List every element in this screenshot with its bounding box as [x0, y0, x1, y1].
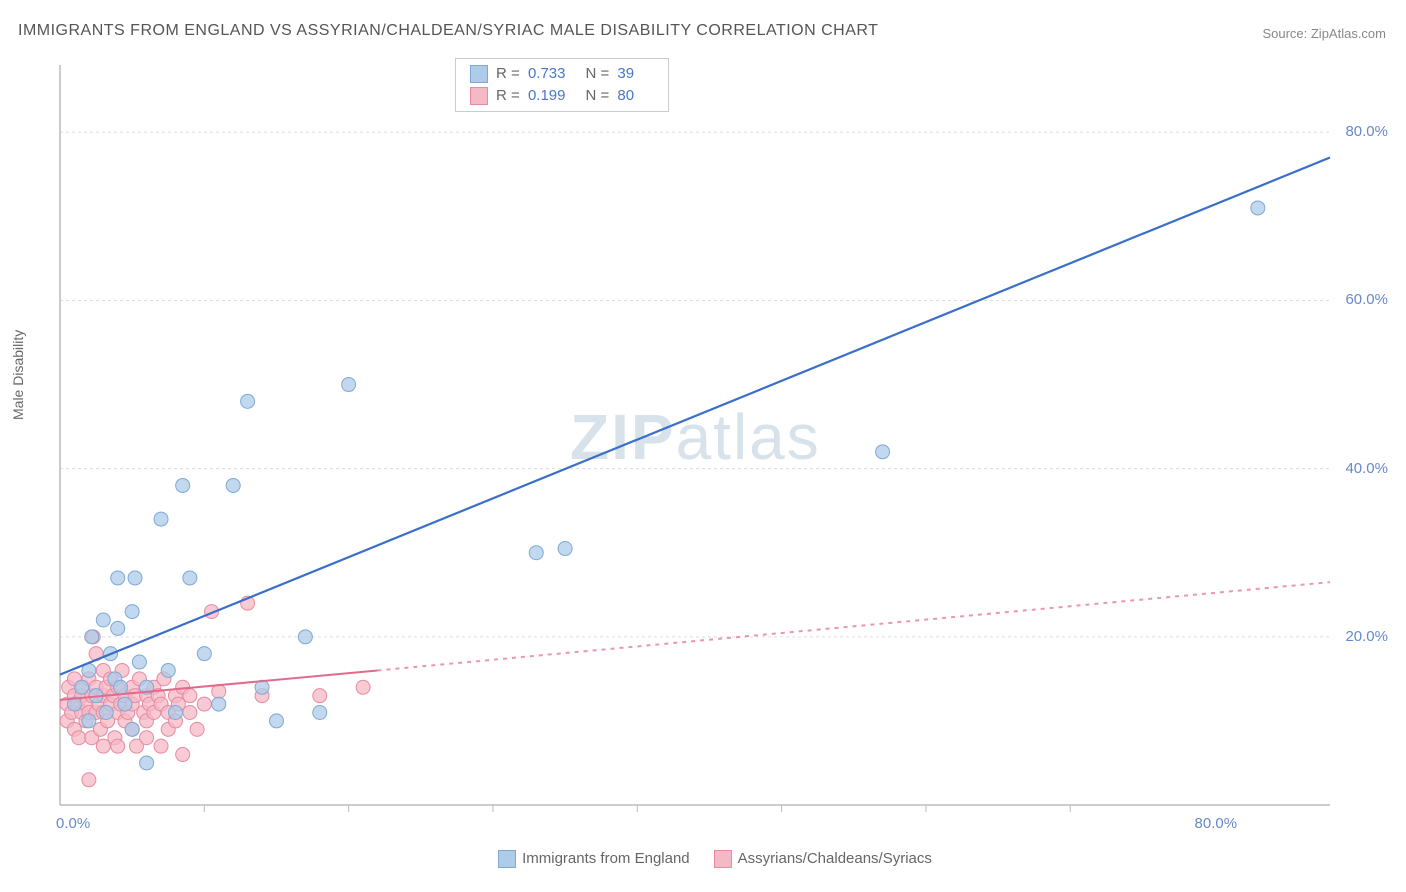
y-tick-label: 80.0% [1345, 123, 1388, 140]
legend-swatch [470, 87, 488, 105]
legend-row: R = 0.199 N = 80 [466, 85, 658, 107]
legend-r-label: R = [496, 65, 524, 82]
x-tick-label: 80.0% [1195, 815, 1238, 832]
legend-n-value: 39 [617, 65, 634, 82]
legend-series-label: Assyrians/Chaldeans/Syriacs [738, 850, 932, 867]
correlation-legend: R = 0.733 N = 39 R = 0.199 N = 80 [455, 58, 669, 112]
x-tick-label: 0.0% [56, 815, 90, 832]
legend-n-label: N = [585, 65, 613, 82]
legend-r-value: 0.733 [528, 65, 566, 82]
legend-series-label: Immigrants from England [522, 850, 690, 867]
y-tick-label: 20.0% [1345, 628, 1388, 645]
legend-n-label: N = [585, 87, 613, 104]
series-legend: Immigrants from England Assyrians/Chaldea… [0, 850, 1406, 868]
source-credit: Source: ZipAtlas.com [1262, 26, 1386, 41]
chart-title: IMMIGRANTS FROM ENGLAND VS ASSYRIAN/CHAL… [18, 22, 878, 40]
legend-r-value: 0.199 [528, 87, 566, 104]
y-axis-label: Male Disability [10, 330, 26, 420]
source-link[interactable]: ZipAtlas.com [1311, 26, 1386, 41]
scatter-plot [50, 55, 1390, 835]
legend-n-value: 80 [617, 87, 634, 104]
legend-row: R = 0.733 N = 39 [466, 63, 658, 85]
legend-r-label: R = [496, 87, 524, 104]
legend-swatch [714, 850, 732, 868]
y-tick-label: 60.0% [1345, 291, 1388, 308]
legend-swatch [470, 65, 488, 83]
source-prefix: Source: [1262, 26, 1310, 41]
y-tick-label: 40.0% [1345, 460, 1388, 477]
legend-swatch [498, 850, 516, 868]
